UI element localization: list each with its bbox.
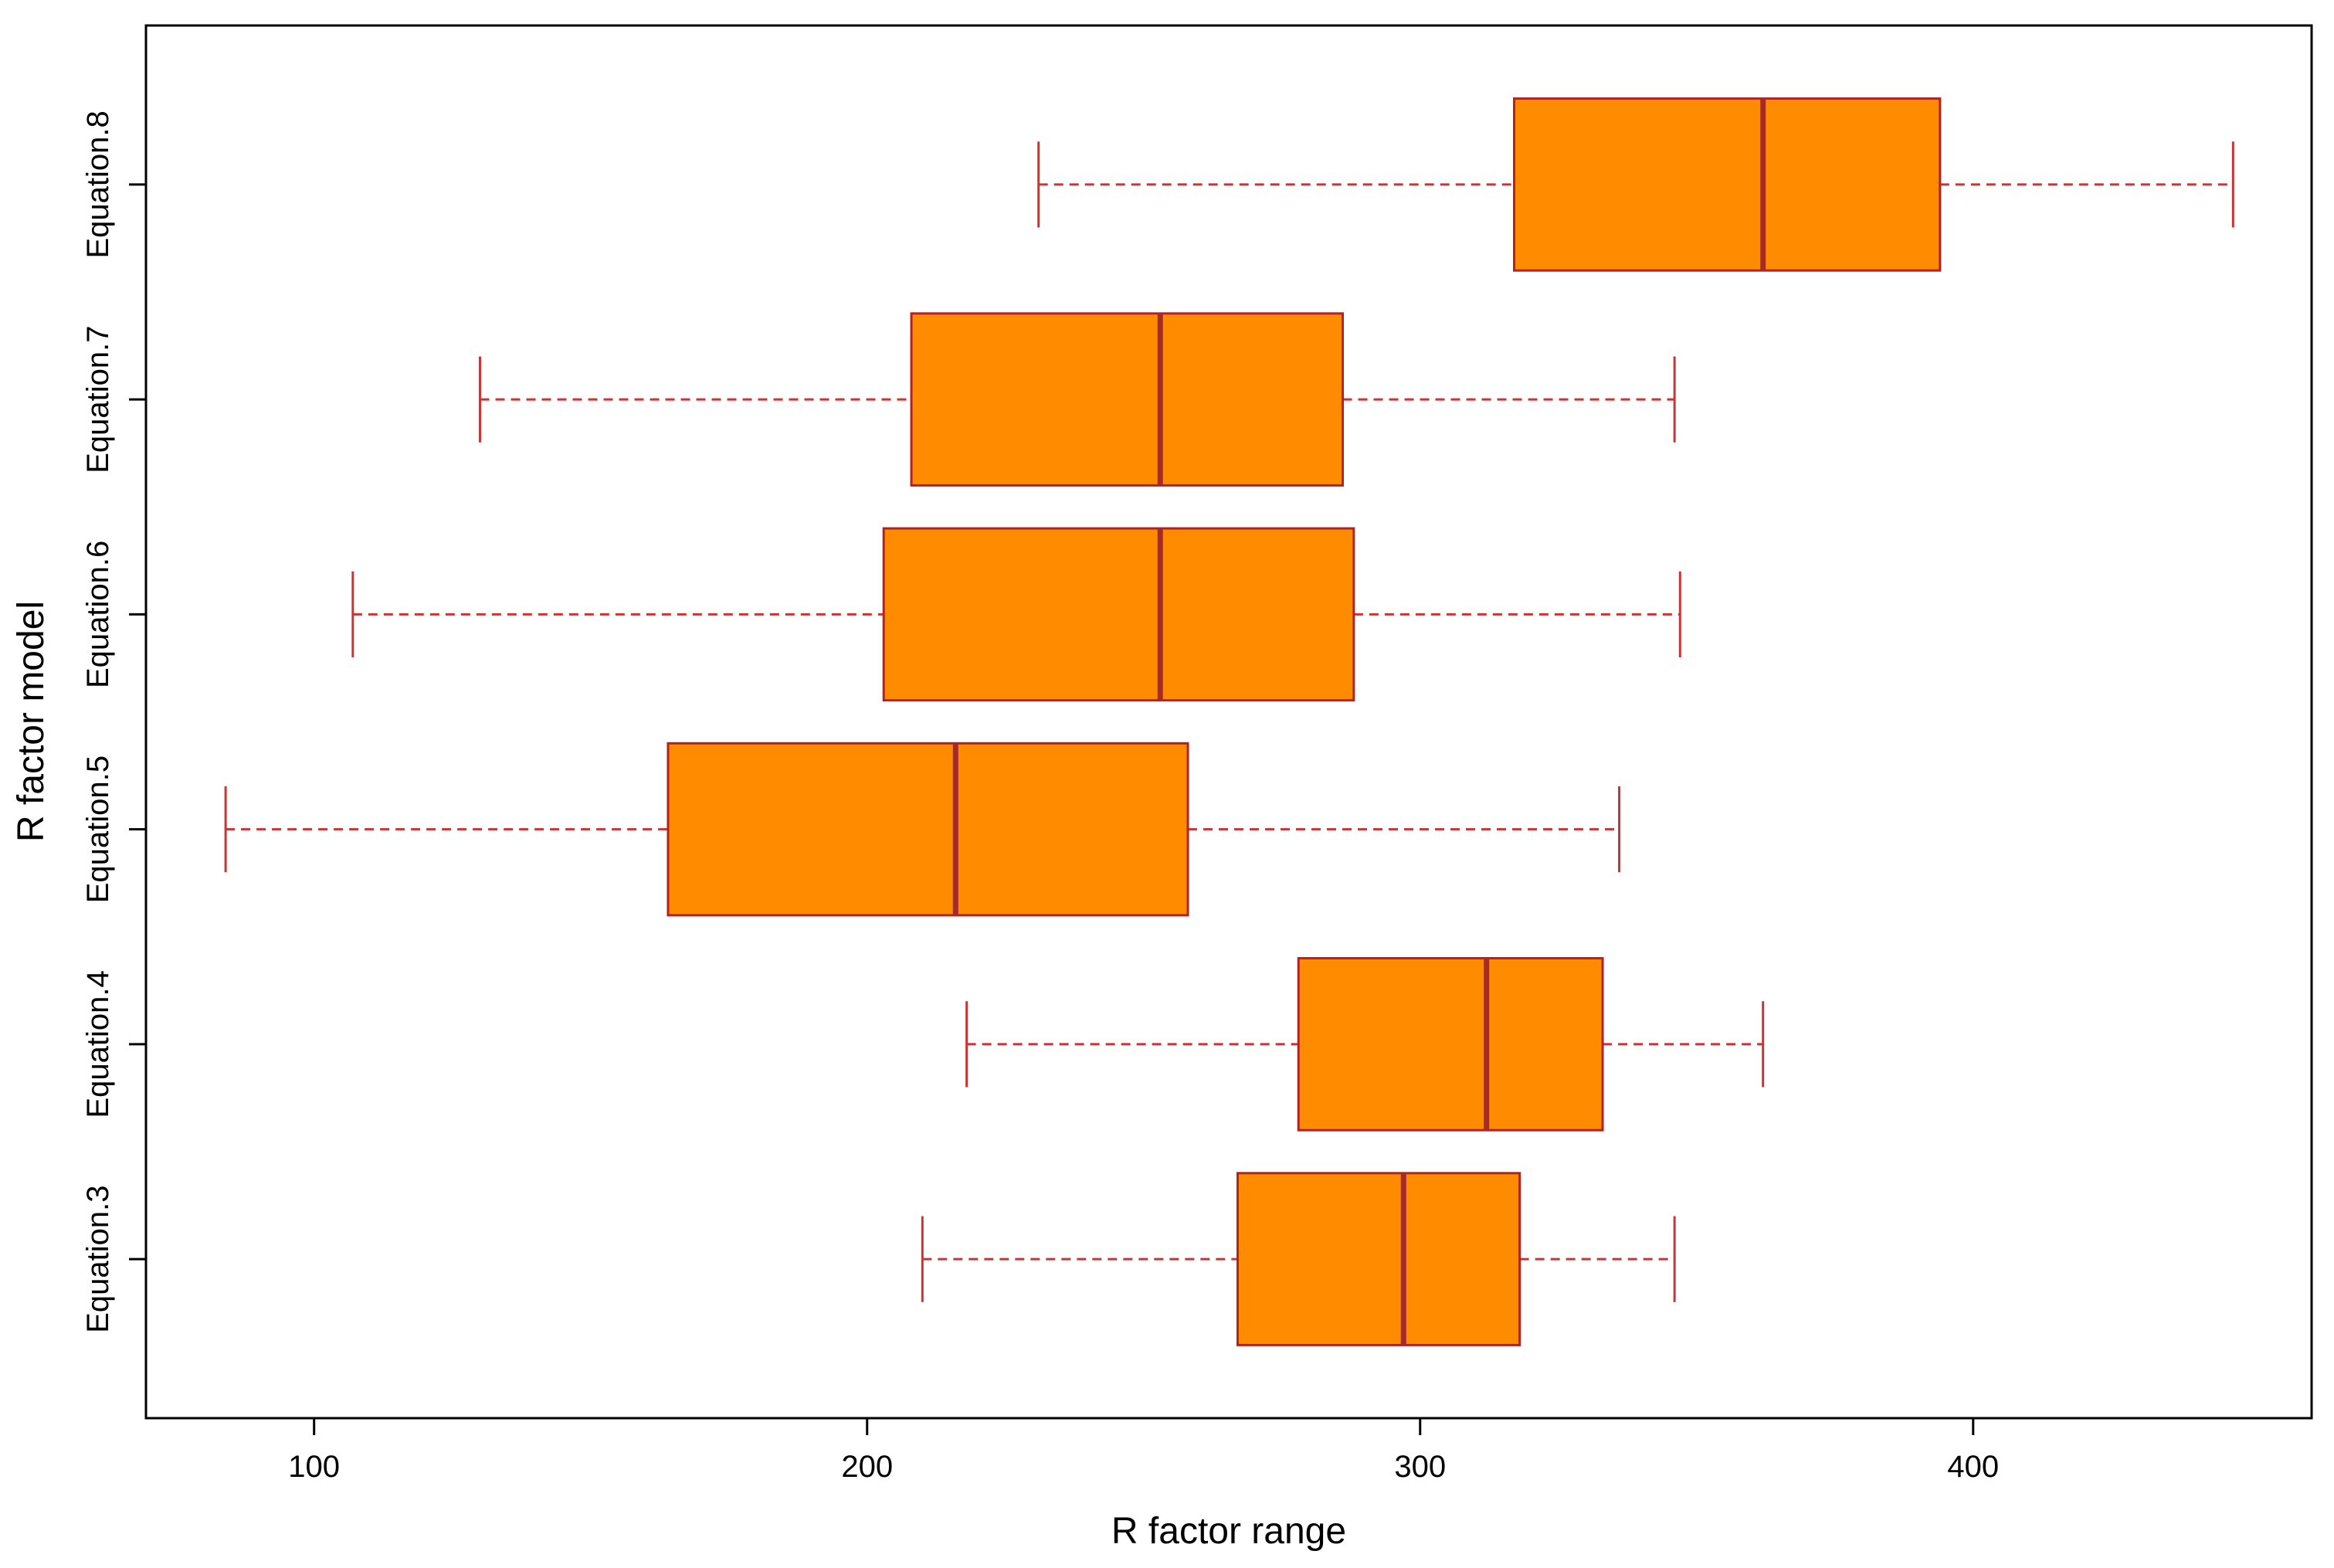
box-Equation.7 — [478, 312, 1676, 487]
plot-frame — [144, 24, 2313, 1420]
x-axis-title: R factor range — [1111, 1511, 1346, 1552]
box-iqr — [1297, 957, 1604, 1132]
y-tick-label: Equation.4 — [81, 970, 115, 1118]
box-iqr — [1512, 97, 1942, 272]
y-tick-label: Equation.8 — [81, 110, 115, 258]
box-Equation.3 — [921, 1172, 1676, 1346]
box-Equation.8 — [1037, 97, 2234, 272]
box-iqr — [882, 527, 1355, 702]
x-tick-label: 100 — [288, 1450, 340, 1484]
box-iqr — [1236, 1172, 1522, 1346]
y-tick-label: Equation.7 — [81, 325, 115, 473]
x-tick-label: 300 — [1394, 1450, 1446, 1484]
y-tick-label: Equation.6 — [81, 541, 115, 688]
y-axis-title: R factor model — [11, 601, 52, 842]
x-tick-label: 400 — [1947, 1450, 1999, 1484]
y-tick-label: Equation.5 — [81, 755, 115, 903]
x-tick-label: 200 — [841, 1450, 893, 1484]
y-tick-label: Equation.3 — [81, 1185, 115, 1332]
box-Equation.4 — [965, 957, 1765, 1132]
box-Equation.5 — [224, 742, 1621, 917]
box-Equation.6 — [351, 527, 1681, 702]
box-iqr — [667, 742, 1189, 917]
box-iqr — [910, 312, 1345, 487]
